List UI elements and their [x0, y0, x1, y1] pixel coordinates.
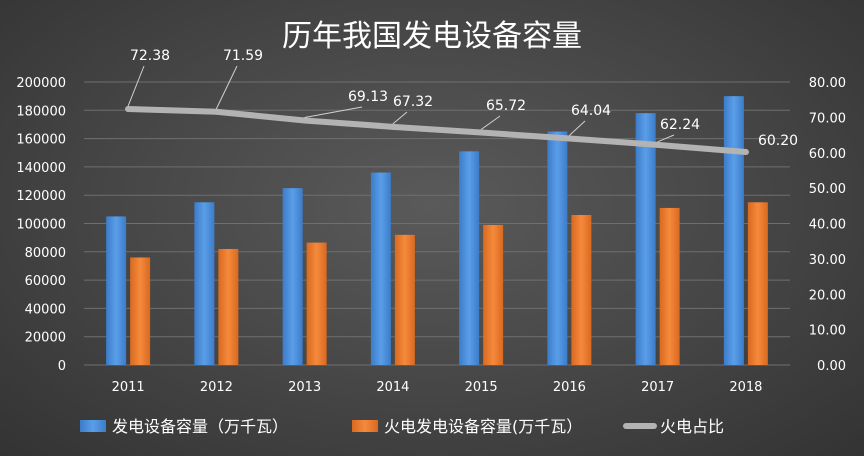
- y-left-tick-label: 80000: [25, 246, 66, 261]
- bar-thermal-capacity: [130, 257, 151, 365]
- line-point: [389, 123, 396, 130]
- data-label-leader: [480, 115, 501, 130]
- y-left-tick-label: 120000: [16, 189, 66, 204]
- x-axis: 2011 2012 2013 2014 2015 2016 2017 2018: [112, 380, 763, 395]
- bar-total-capacity: [106, 216, 127, 365]
- y-left-tick-label: 100000: [16, 218, 66, 233]
- bar-total-capacity: [282, 188, 303, 365]
- bar-thermal-capacity: [394, 234, 415, 365]
- data-label: 60.20: [758, 133, 798, 149]
- data-label: 71.59: [223, 48, 263, 64]
- data-label-leader: [127, 65, 145, 107]
- data-label: 62.24: [660, 117, 700, 133]
- x-tick-label: 2016: [553, 380, 586, 395]
- data-label-leader: [569, 120, 586, 136]
- chart-title: 历年我国发电设备容量: [282, 19, 582, 54]
- line-point: [125, 105, 132, 112]
- line-series: 72.38 71.59 69.13 67.32 65.72 64.04 62.24 60.20: [125, 48, 798, 156]
- bar-thermal-capacity: [306, 242, 327, 365]
- bar-total-capacity: [635, 113, 656, 365]
- legend-label: 火电发电设备容量(万千瓦）: [384, 417, 582, 436]
- x-tick-label: 2018: [729, 380, 762, 395]
- y-left-tick-label: 160000: [16, 133, 66, 148]
- data-label-leader: [392, 111, 408, 125]
- bar-total-capacity: [723, 96, 744, 366]
- x-tick-label: 2013: [288, 380, 321, 395]
- y-left-tick-label: 0: [58, 359, 66, 374]
- y-right-tick-label: 60.00: [809, 147, 846, 162]
- legend-item: 发电设备容量（万千瓦）: [80, 417, 288, 436]
- data-label: 69.13: [348, 89, 388, 105]
- line-point: [654, 141, 661, 148]
- data-label: 72.38: [130, 48, 170, 64]
- y-right-tick-label: 70.00: [809, 111, 846, 126]
- x-tick-label: 2017: [641, 380, 674, 395]
- line-point: [213, 108, 220, 115]
- legend-item: 火电发电设备容量(万千瓦）: [352, 417, 582, 436]
- x-tick-label: 2011: [112, 380, 145, 395]
- legend-item: 火电占比: [623, 417, 724, 436]
- y-left-tick-label: 40000: [25, 302, 66, 317]
- bar-thermal-capacity: [659, 207, 680, 365]
- y-right-tick-label: 30.00: [809, 253, 846, 268]
- bar-total-capacity: [547, 131, 568, 365]
- line-point: [478, 129, 485, 136]
- bar-thermal-capacity: [571, 215, 592, 365]
- y-right-tick-label: 50.00: [809, 182, 846, 197]
- bar-thermal-capacity: [747, 202, 768, 365]
- y-right-tick-label: 40.00: [809, 218, 846, 233]
- data-label-leader: [215, 65, 238, 109]
- data-label-leader: [657, 134, 675, 143]
- data-label: 65.72: [486, 98, 526, 114]
- y-axis-right: 0.00 10.00 20.00 30.00 40.00 50.00 60.00 70.00 8…: [809, 76, 846, 374]
- y-right-tick-label: 10.00: [809, 324, 846, 339]
- y-left-tick-label: 200000: [16, 76, 66, 91]
- legend: 发电设备容量（万千瓦） 火电发电设备容量(万千瓦） 火电占比: [80, 417, 724, 436]
- x-tick-label: 2012: [200, 380, 233, 395]
- bar-thermal-capacity: [483, 224, 504, 365]
- legend-label: 火电占比: [660, 417, 724, 436]
- y-right-tick-label: 20.00: [809, 288, 846, 303]
- bar-total-capacity: [459, 151, 480, 365]
- legend-swatch: [80, 420, 106, 432]
- data-label-leader: [304, 106, 363, 118]
- data-label: 64.04: [571, 103, 611, 119]
- line-point: [566, 135, 573, 142]
- y-left-tick-label: 20000: [25, 331, 66, 346]
- bar-total-capacity: [194, 202, 215, 365]
- x-tick-label: 2015: [465, 380, 498, 395]
- line-thermal-share: [125, 105, 749, 156]
- bar-thermal-capacity: [218, 248, 239, 365]
- y-right-tick-label: 80.00: [809, 76, 846, 91]
- legend-label: 发电设备容量（万千瓦）: [112, 417, 288, 436]
- bar-series: [106, 96, 768, 366]
- y-right-tick-label: 0.00: [817, 359, 846, 374]
- data-label: 67.32: [393, 94, 433, 110]
- legend-swatch: [352, 420, 378, 432]
- x-tick-label: 2014: [376, 380, 409, 395]
- y-left-tick-label: 180000: [16, 104, 66, 119]
- bar-total-capacity: [370, 172, 391, 365]
- y-left-tick-label: 60000: [25, 274, 66, 289]
- y-axis-left: 0 20000 40000 60000 80000 100000 120000 140000 1…: [16, 76, 66, 374]
- line-point: [742, 149, 749, 156]
- line-point: [301, 117, 308, 124]
- y-left-tick-label: 140000: [16, 161, 66, 176]
